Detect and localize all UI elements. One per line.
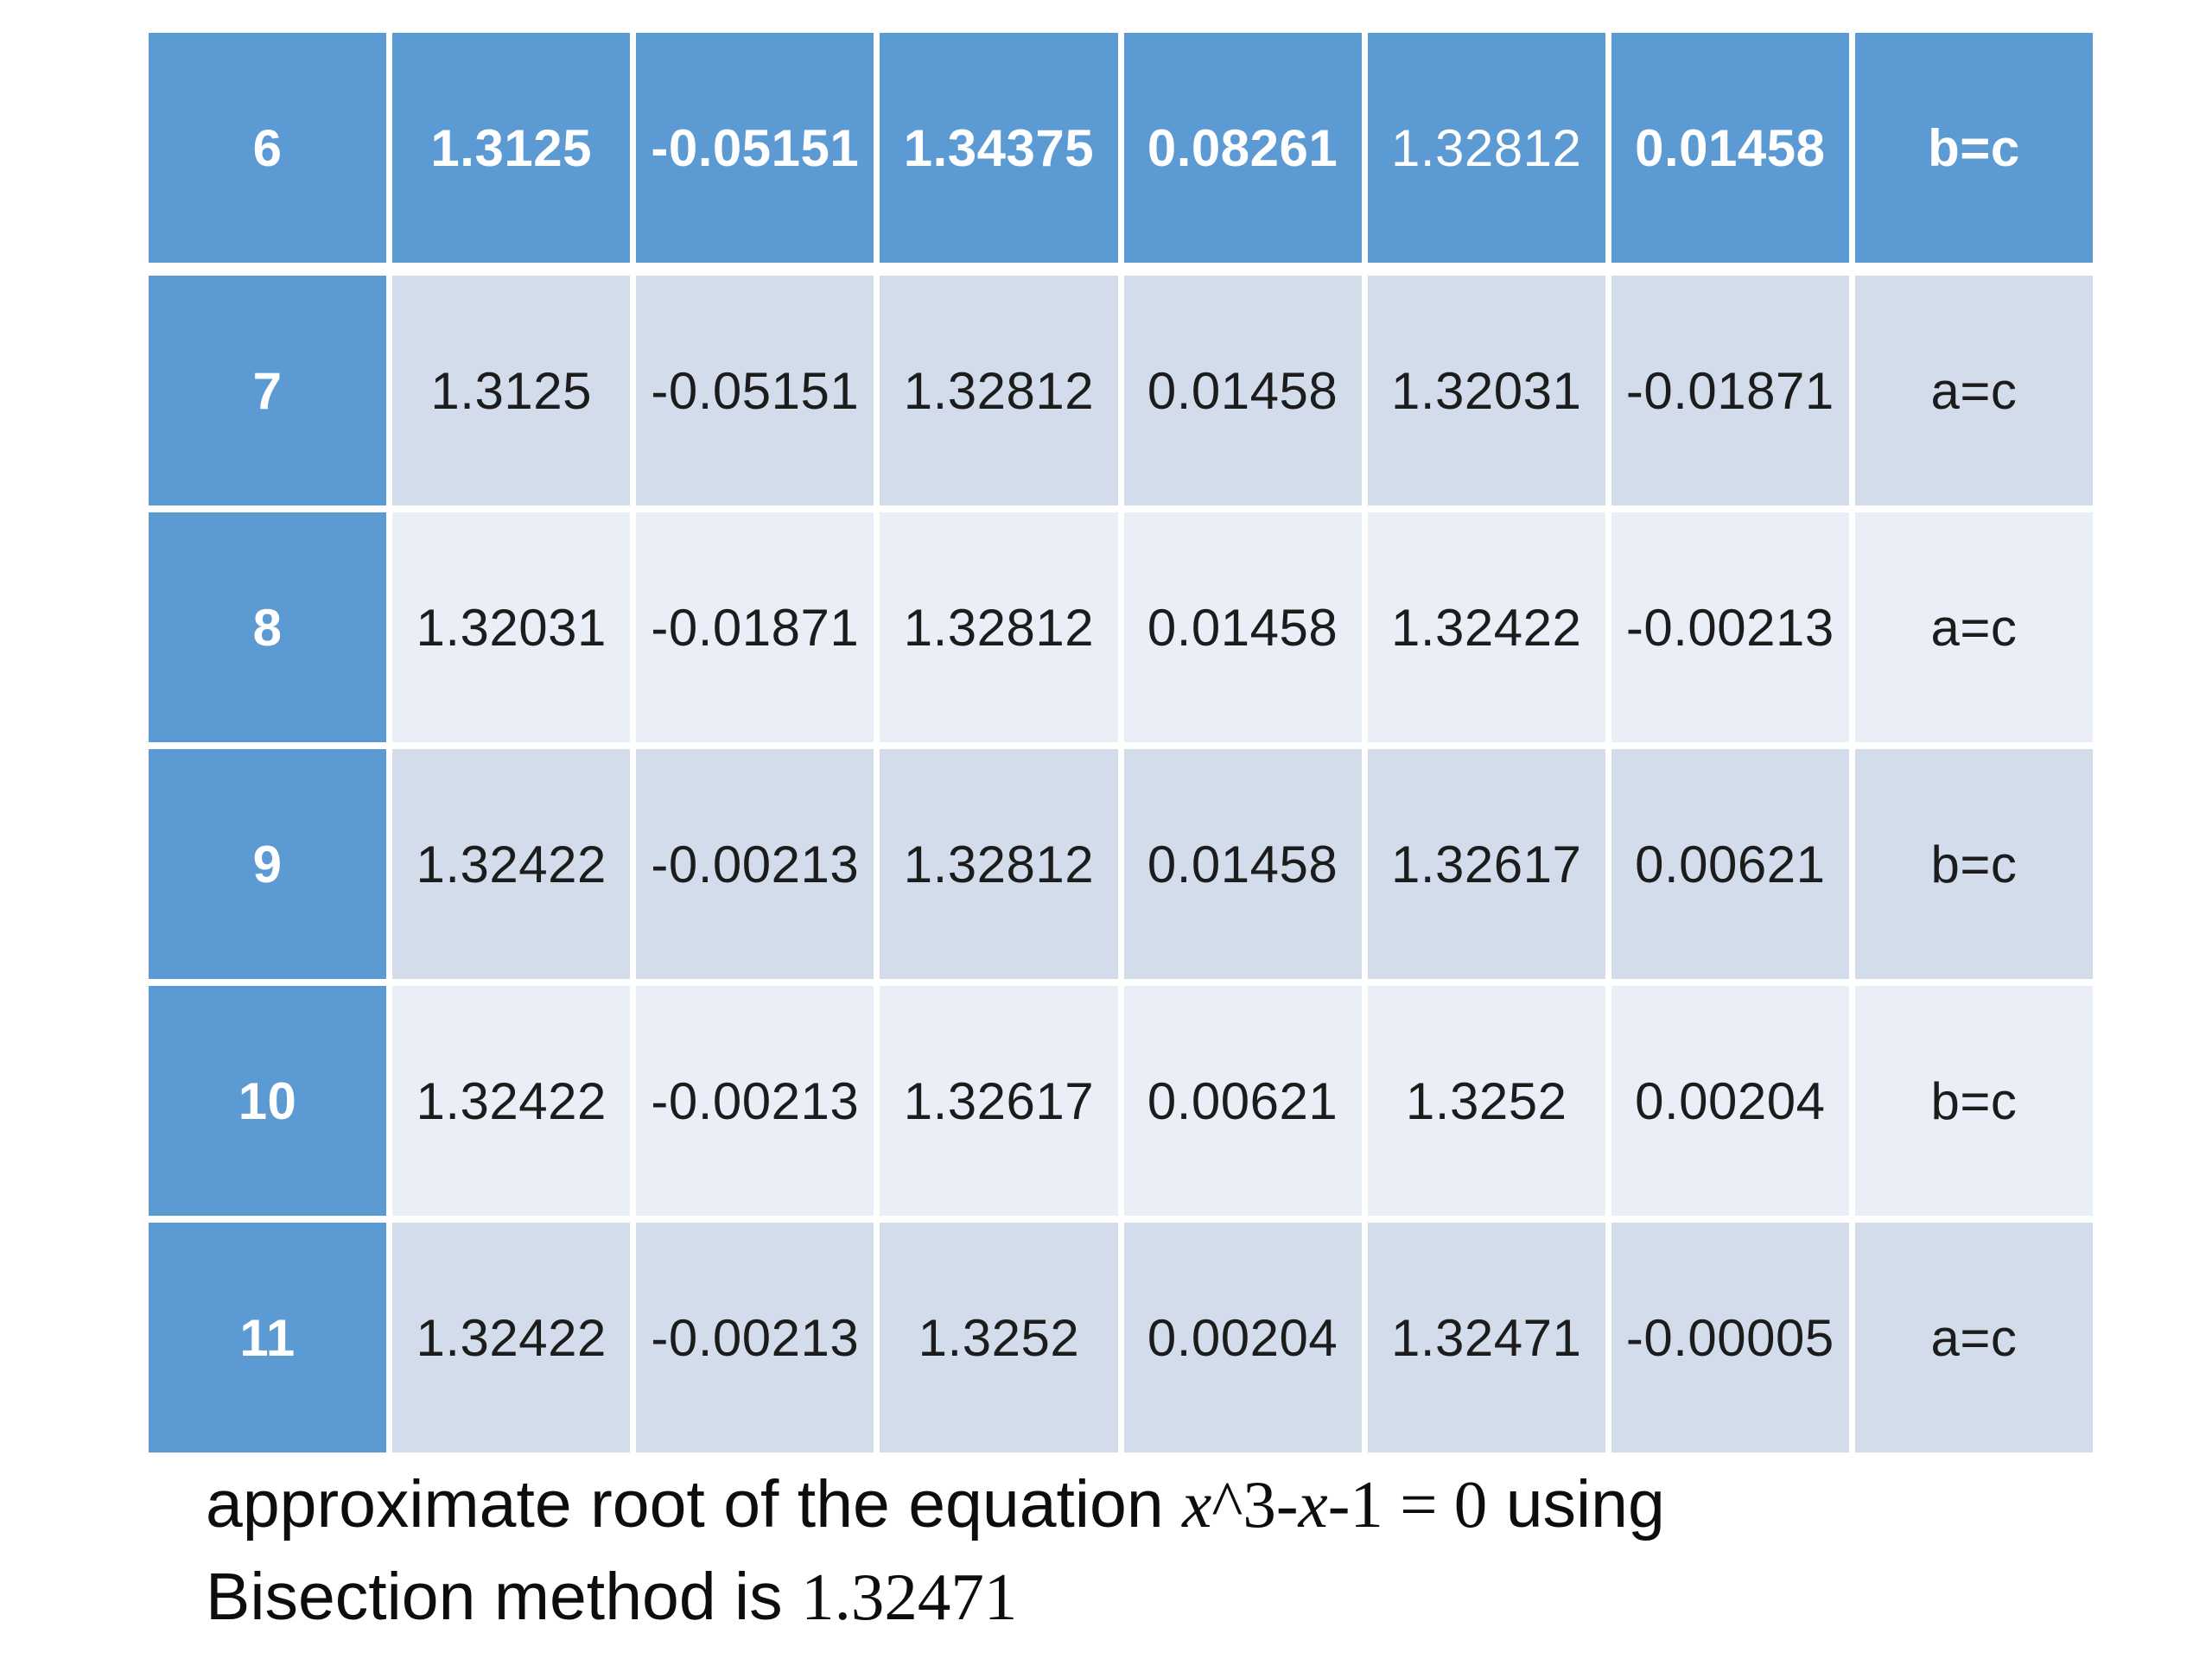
iteration-number-cell: 8 bbox=[149, 512, 387, 742]
fa-value-cell: -0.00213 bbox=[636, 1223, 874, 1452]
iteration-number-cell: 9 bbox=[149, 749, 387, 979]
update-rule-cell: a=c bbox=[1854, 276, 2093, 505]
fc-value-cell: -0.00005 bbox=[1611, 1223, 1849, 1452]
caption-line2-prefix: Bisection method is bbox=[206, 1560, 802, 1634]
b-value-cell: 1.3252 bbox=[880, 1223, 1118, 1452]
fa-value-cell: -0.00213 bbox=[636, 749, 874, 979]
equation-tail: -1 = 0 bbox=[1327, 1467, 1488, 1541]
a-value-cell: 1.32031 bbox=[392, 512, 631, 742]
equation-exponent: ^3- bbox=[1211, 1467, 1299, 1541]
fa-value-cell: -0.01871 bbox=[636, 512, 874, 742]
b-value-cell: 1.32617 bbox=[880, 986, 1118, 1216]
c-value-cell: 1.32471 bbox=[1367, 1223, 1605, 1452]
fc-value-cell: -0.01871 bbox=[1611, 276, 1849, 505]
iteration-number-cell: 10 bbox=[149, 986, 387, 1216]
fc-value-cell: -0.00213 bbox=[1611, 512, 1849, 742]
c-value-cell: 1.32031 bbox=[1367, 276, 1605, 505]
b-value-cell: 1.34375 bbox=[880, 33, 1118, 269]
a-value-cell: 1.32422 bbox=[392, 986, 631, 1216]
update-rule-cell: b=c bbox=[1854, 986, 2093, 1216]
fa-value-cell: -0.05151 bbox=[636, 33, 874, 269]
bisection-table-container: 6 1.3125 -0.05151 1.34375 0.08261 1.3281… bbox=[143, 26, 2099, 1459]
fb-value-cell: 0.01458 bbox=[1123, 749, 1362, 979]
update-rule-cell: b=c bbox=[1854, 33, 2093, 269]
table-row-iteration-7: 7 1.3125 -0.05151 1.32812 0.01458 1.3203… bbox=[149, 276, 2093, 505]
fb-value-cell: 0.08261 bbox=[1123, 33, 1362, 269]
iteration-number-cell: 7 bbox=[149, 276, 387, 505]
caption-line1-suffix: using bbox=[1487, 1467, 1665, 1541]
update-rule-cell: a=c bbox=[1854, 1223, 2093, 1452]
fb-value-cell: 0.01458 bbox=[1123, 276, 1362, 505]
b-value-cell: 1.32812 bbox=[880, 749, 1118, 979]
root-value: 1.32471 bbox=[801, 1560, 1018, 1634]
equation-variable-x: x bbox=[1182, 1467, 1212, 1541]
c-value-cell: 1.32422 bbox=[1367, 512, 1605, 742]
fb-value-cell: 0.00621 bbox=[1123, 986, 1362, 1216]
iteration-number-cell: 11 bbox=[149, 1223, 387, 1452]
b-value-cell: 1.32812 bbox=[880, 276, 1118, 505]
equation-variable-x: x bbox=[1298, 1467, 1328, 1541]
iteration-number-cell: 6 bbox=[149, 33, 387, 269]
fa-value-cell: -0.05151 bbox=[636, 276, 874, 505]
a-value-cell: 1.3125 bbox=[392, 33, 631, 269]
table-row-iteration-9: 9 1.32422 -0.00213 1.32812 0.01458 1.326… bbox=[149, 749, 2093, 979]
table-row-iteration-8: 8 1.32031 -0.01871 1.32812 0.01458 1.324… bbox=[149, 512, 2093, 742]
update-rule-cell: b=c bbox=[1854, 749, 2093, 979]
bisection-iteration-table: 6 1.3125 -0.05151 1.34375 0.08261 1.3281… bbox=[143, 26, 2099, 1459]
update-rule-cell: a=c bbox=[1854, 512, 2093, 742]
a-value-cell: 1.32422 bbox=[392, 749, 631, 979]
c-value-cell: 1.3252 bbox=[1367, 986, 1605, 1216]
a-value-cell: 1.32422 bbox=[392, 1223, 631, 1452]
a-value-cell: 1.3125 bbox=[392, 276, 631, 505]
fc-value-cell: 0.00621 bbox=[1611, 749, 1849, 979]
caption-line-2: Bisection method is 1.32471 bbox=[206, 1551, 2107, 1643]
c-value-cell: 1.32812 bbox=[1367, 33, 1605, 269]
fa-value-cell: -0.00213 bbox=[636, 986, 874, 1216]
c-value-cell: 1.32617 bbox=[1367, 749, 1605, 979]
fc-value-cell: 0.01458 bbox=[1611, 33, 1849, 269]
table-row-iteration-6: 6 1.3125 -0.05151 1.34375 0.08261 1.3281… bbox=[149, 33, 2093, 269]
b-value-cell: 1.32812 bbox=[880, 512, 1118, 742]
fc-value-cell: 0.00204 bbox=[1611, 986, 1849, 1216]
fb-value-cell: 0.01458 bbox=[1123, 512, 1362, 742]
caption-line-1: approximate root of the equation x^3-x-1… bbox=[206, 1459, 2107, 1551]
caption-line1-prefix: approximate root of the equation bbox=[206, 1467, 1183, 1541]
fb-value-cell: 0.00204 bbox=[1123, 1223, 1362, 1452]
table-row-iteration-11: 11 1.32422 -0.00213 1.3252 0.00204 1.324… bbox=[149, 1223, 2093, 1452]
caption: approximate root of the equation x^3-x-1… bbox=[206, 1459, 2107, 1643]
table-row-iteration-10: 10 1.32422 -0.00213 1.32617 0.00621 1.32… bbox=[149, 986, 2093, 1216]
